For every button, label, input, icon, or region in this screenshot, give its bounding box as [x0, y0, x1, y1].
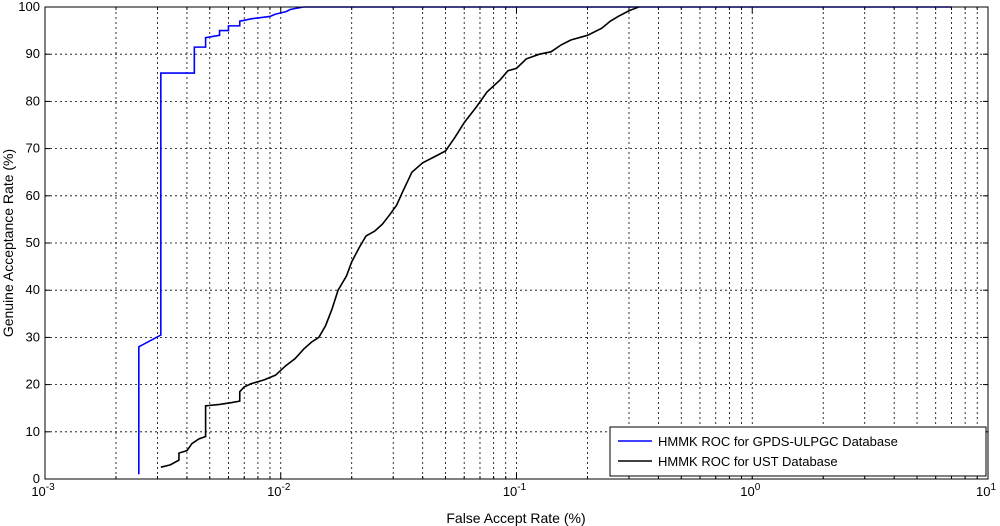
series-line-0 [138, 6, 952, 475]
legend-label-gpds: HMMK ROC for GPDS-ULPGC Database [658, 434, 898, 449]
y-tick-label: 60 [26, 188, 40, 203]
series-lines [138, 6, 952, 475]
x-tick-label: 10-1 [503, 482, 527, 499]
legend-label-ust: HMMK ROC for UST Database [658, 454, 838, 469]
legend: HMMK ROC for GPDS-ULPGC Database HMMK RO… [609, 426, 987, 477]
y-tick-label: 70 [26, 141, 40, 156]
x-tick-label: 10-2 [267, 482, 291, 499]
ticks: 0 10 20 30 40 50 60 70 80 90 100 10-3 10-2 10-1 100 101 [18, 0, 996, 499]
grid [45, 7, 988, 479]
y-tick-label: 40 [26, 282, 40, 297]
y-tick-label: 20 [26, 377, 40, 392]
y-tick-label: 30 [26, 329, 40, 344]
x-tick-label: 10-3 [31, 482, 55, 499]
y-tick-label: 50 [26, 235, 40, 250]
y-axis-label: Genuine Acceptance Rate (%) [0, 149, 16, 337]
y-tick-label: 100 [18, 0, 40, 14]
x-tick-label: 101 [976, 482, 996, 499]
y-tick-label: 0 [33, 471, 40, 486]
legend-box [609, 426, 987, 477]
series-line-1 [160, 6, 640, 468]
y-tick-label: 10 [26, 424, 40, 439]
x-tick-label: 100 [740, 482, 760, 499]
x-axis-label: False Accept Rate (%) [446, 510, 585, 526]
y-tick-label: 80 [26, 93, 40, 108]
y-tick-label: 90 [26, 46, 40, 61]
